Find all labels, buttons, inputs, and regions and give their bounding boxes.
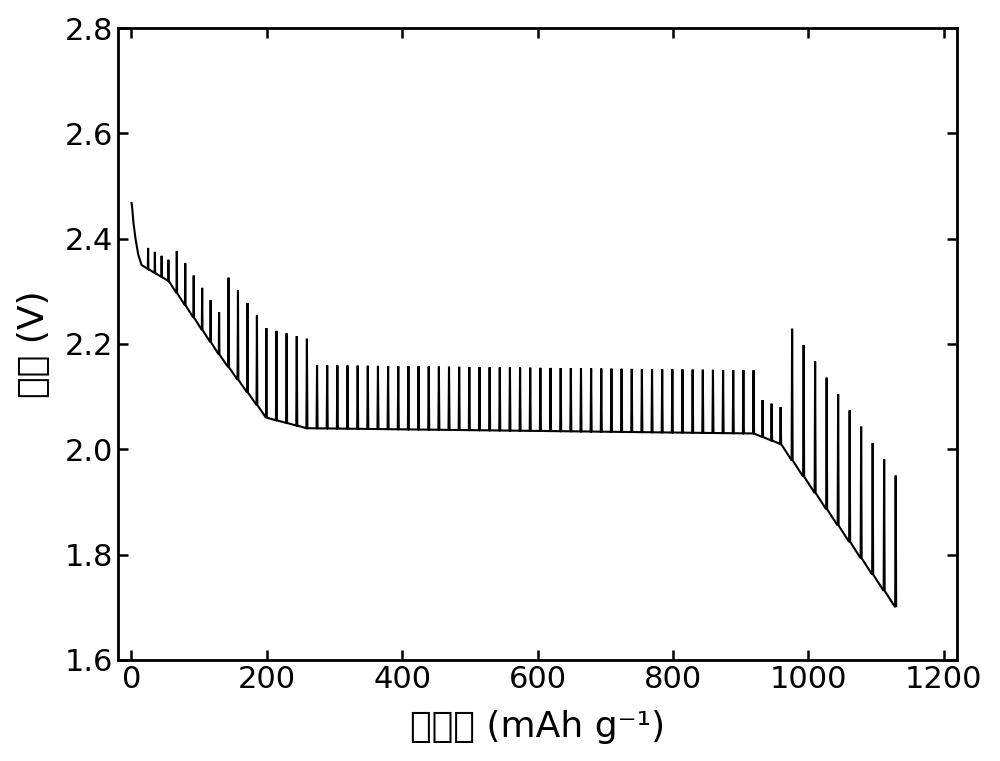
Y-axis label: 电压 (V): 电压 (V)	[17, 290, 51, 398]
X-axis label: 比容量 (mAh g⁻¹): 比容量 (mAh g⁻¹)	[410, 710, 665, 744]
